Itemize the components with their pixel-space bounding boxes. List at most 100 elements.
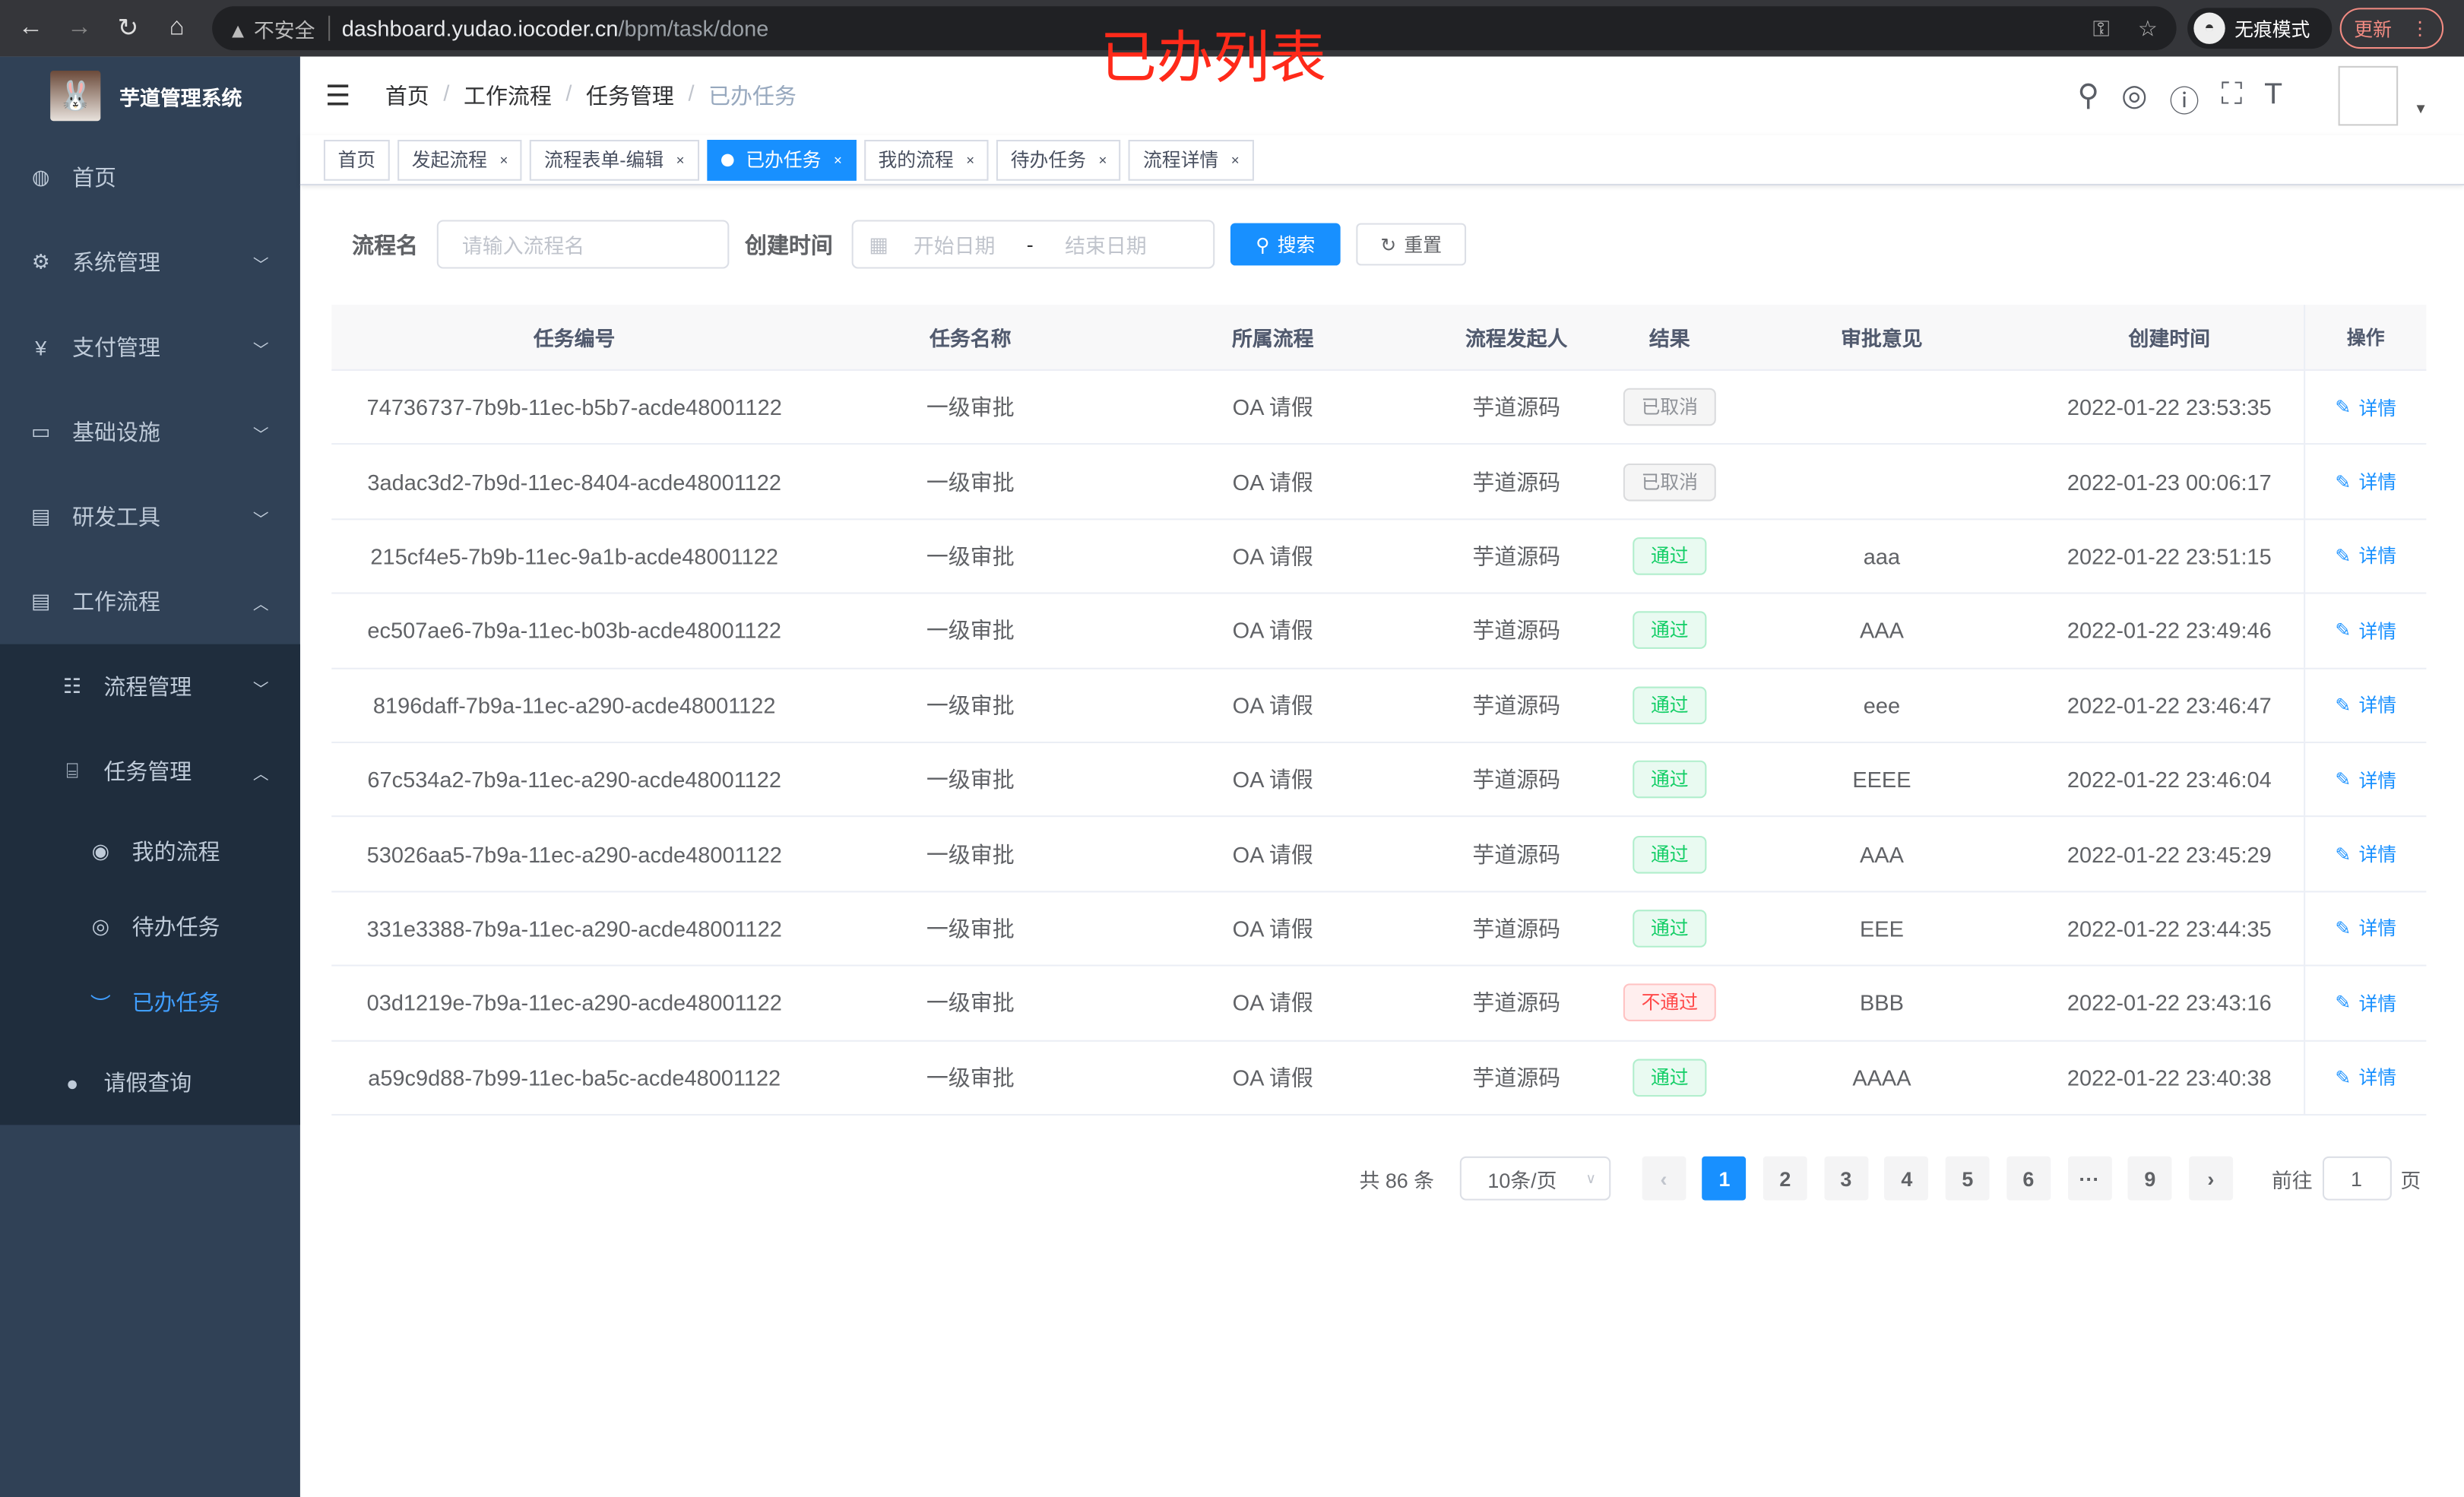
page-button[interactable]: 6 (2006, 1156, 2051, 1201)
dashboard-icon: ◍ (32, 165, 50, 189)
goto-label: 前往 (2271, 1168, 2313, 1192)
forward-icon[interactable]: → (66, 14, 92, 41)
result-badge: 不通过 (1623, 983, 1715, 1022)
key-icon[interactable]: ⚿ (2092, 14, 2110, 40)
detail-button[interactable]: ✎ 详情 (2304, 891, 2426, 965)
breadcrumb-item[interactable]: 任务管理 (586, 83, 674, 109)
page-size-select[interactable]: 10条/页 ∨ (1459, 1156, 1610, 1201)
fullscreen-icon[interactable]: ⛶ (2221, 78, 2243, 112)
detail-button[interactable]: ✎ 详情 (2304, 370, 2426, 444)
url-host: dashboard.yudao.iocoder.cn (341, 15, 619, 41)
date-range-picker[interactable]: ▦ 开始日期 - 结束日期 (851, 220, 1215, 269)
page-button[interactable]: 1 (1702, 1156, 1747, 1201)
incognito-badge[interactable]: ◓ 无痕模式 (2187, 8, 2333, 49)
font-size-icon[interactable]: T (2264, 78, 2283, 112)
detail-button[interactable]: ✎ 详情 (2304, 519, 2426, 593)
submenu-item-1[interactable]: ⌸ 任务管理 ︿ (0, 729, 300, 814)
page-button[interactable]: 5 (1945, 1156, 1990, 1201)
address-bar[interactable]: ▲ 不安全 dashboard.yudao.iocoder.cn/bpm/tas… (212, 6, 2177, 51)
sidebar-item-4[interactable]: ▤ 研发工具 ﹀ (0, 474, 300, 559)
home-icon[interactable]: ⌂ (169, 14, 185, 41)
start-date-input[interactable]: 开始日期 (913, 234, 996, 258)
submenu-item-2[interactable]: ◉ 我的流程 (0, 814, 300, 889)
close-icon[interactable]: × (966, 151, 975, 168)
page-button[interactable]: ··· (2067, 1156, 2111, 1201)
tag-label: 已办任务 (746, 149, 822, 172)
sidebar-item-2[interactable]: ¥ 支付管理 ﹀ (0, 305, 300, 390)
cell-task-name: 一级审批 (926, 990, 1015, 1016)
cell-process: OA 请假 (1232, 692, 1313, 718)
cell-result: 通过 (1610, 761, 1728, 799)
page-button[interactable]: 9 (2127, 1156, 2172, 1201)
cell-comment: eee (1863, 692, 1901, 718)
tag-4[interactable]: 我的流程 × (863, 138, 989, 180)
reload-icon[interactable]: ↻ (117, 15, 139, 43)
more-icon[interactable]: ⋮ (2410, 17, 2430, 40)
submenu-item-5[interactable]: ● 请假查询 (0, 1040, 300, 1125)
detail-label: 详情 (2358, 1067, 2397, 1090)
tag-5[interactable]: 待办任务 × (996, 138, 1122, 180)
detail-button[interactable]: ✎ 详情 (2304, 1040, 2426, 1114)
sidebar-item-3[interactable]: ▭ 基础设施 ﹀ (0, 390, 300, 475)
search-button[interactable]: ⚲ 搜索 (1230, 223, 1341, 266)
caret-down-icon[interactable]: ▼ (2413, 100, 2428, 117)
cell-result: 通过 (1610, 1058, 1728, 1097)
search-icon[interactable]: ⚲ (2077, 80, 2100, 113)
close-icon[interactable]: × (499, 151, 508, 168)
process-name-input[interactable]: 请输入流程名 (436, 220, 730, 269)
close-icon[interactable]: × (1098, 151, 1107, 168)
tag-6[interactable]: 流程详情 × (1129, 138, 1254, 180)
process-name-label: 流程名 (352, 231, 418, 258)
detail-label: 详情 (2358, 843, 2397, 866)
tag-1[interactable]: 发起流程 × (397, 138, 523, 180)
update-button[interactable]: 更新 ⋮ (2339, 8, 2444, 49)
page-button[interactable]: 2 (1762, 1156, 1807, 1201)
close-icon[interactable]: × (1230, 151, 1240, 168)
breadcrumb-item[interactable]: 首页 (385, 83, 429, 109)
submenu-item-0[interactable]: ☷ 流程管理 ﹀ (0, 644, 300, 730)
detail-button[interactable]: ✎ 详情 (2304, 668, 2426, 742)
help-icon[interactable]: ⓘ (2169, 86, 2200, 120)
toolbox-icon: ▤ (31, 589, 51, 613)
detail-button[interactable]: ✎ 详情 (2304, 742, 2426, 816)
end-date-input[interactable]: 结束日期 (1065, 234, 1147, 258)
sidebar-item-5[interactable]: ▤ 工作流程 ︿ (0, 559, 300, 644)
submenu-item-4[interactable]: ︶ 已办任务 (0, 965, 300, 1040)
breadcrumb-item[interactable]: 工作流程 (464, 83, 552, 109)
security-warning[interactable]: ▲ 不安全 (227, 17, 315, 42)
tag-3[interactable]: 已办任务 × (706, 138, 857, 180)
tag-2[interactable]: 流程表单-编辑 × (530, 138, 699, 180)
chevron-down-icon: ﹀ (252, 426, 269, 445)
detail-button[interactable]: ✎ 详情 (2304, 593, 2426, 667)
pagination: 共 86 条 10条/页 ∨ ‹ 1 2 3 4 5 6 ··· 9 › 前往 1 页 (1359, 1156, 2421, 1201)
next-page-button[interactable]: › (2188, 1156, 2233, 1201)
close-icon[interactable]: × (676, 151, 685, 168)
prev-page-button[interactable]: ‹ (1641, 1156, 1686, 1201)
page-size-value: 10条/页 (1487, 1168, 1557, 1192)
cell-task-name: 一级审批 (926, 767, 1015, 793)
cell-process: OA 请假 (1232, 841, 1313, 867)
submenu-item-3[interactable]: ◎ 待办任务 (0, 889, 300, 964)
cell-task-id: 03d1219e-7b9a-11ec-a290-acde48001122 (366, 990, 782, 1016)
goto-page-input[interactable]: 1 (2322, 1156, 2392, 1201)
cell-comment: aaa (1863, 543, 1901, 569)
reset-button[interactable]: ↻ 重置 (1356, 223, 1467, 266)
page-button[interactable]: 4 (1884, 1156, 1929, 1201)
back-icon[interactable]: ← (17, 14, 43, 41)
sidebar-item-1[interactable]: ⚙ 系统管理 ﹀ (0, 220, 300, 305)
detail-button[interactable]: ✎ 详情 (2304, 817, 2426, 891)
sidebar-item-0[interactable]: ◍ 首页 (0, 135, 300, 220)
star-icon[interactable]: ☆ (2137, 14, 2158, 40)
yen-icon: ¥ (35, 335, 47, 359)
github-icon[interactable]: ◎ (2121, 80, 2148, 113)
avatar[interactable] (2338, 65, 2399, 126)
tag-0[interactable]: 首页 (323, 138, 390, 180)
calendar-icon: ▦ (869, 231, 888, 255)
hamburger-icon[interactable]: ☰ (325, 79, 351, 111)
page-button[interactable]: 3 (1823, 1156, 1868, 1201)
detail-button[interactable]: ✎ 详情 (2304, 966, 2426, 1040)
close-icon[interactable]: × (834, 151, 842, 168)
detail-button[interactable]: ✎ 详情 (2304, 445, 2426, 518)
sidebar-item-label: 支付管理 (72, 334, 160, 360)
logo[interactable]: 🐰 芋道管理系统 (0, 56, 300, 135)
